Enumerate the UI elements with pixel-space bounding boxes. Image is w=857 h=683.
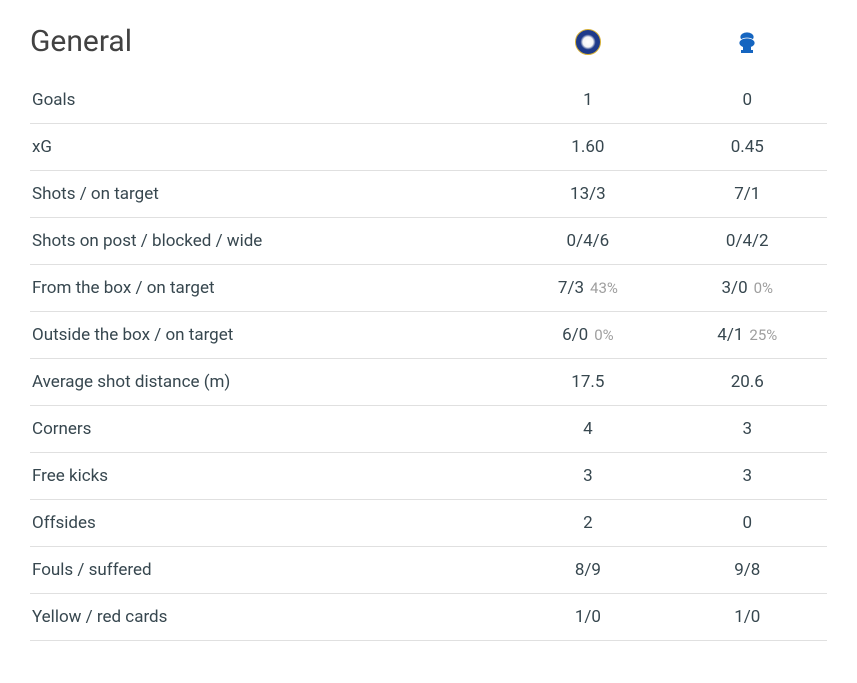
stat-value-main: 3/0	[722, 278, 748, 298]
stat-value-main: 1.60	[571, 137, 604, 157]
stat-value-team-b: 0	[668, 90, 827, 110]
table-row: Shots on post / blocked / wide 0/4/6 0/4/2	[30, 218, 827, 265]
table-row: Yellow / red cards 1/0 1/0	[30, 594, 827, 641]
stat-value-team-b: 3	[668, 419, 827, 439]
stat-value-main: 9/8	[734, 560, 760, 580]
table-row: Outside the box / on target 6/0 0% 4/1 25%	[30, 312, 827, 359]
stat-value-team-b: 20.6	[668, 372, 827, 392]
stat-label: Goals	[30, 90, 508, 110]
stat-value-main: 2	[583, 513, 593, 533]
stat-value-main: 0/4/6	[567, 231, 610, 251]
table-row: Goals 1 0	[30, 77, 827, 124]
stat-value-main: 0	[742, 90, 752, 110]
stat-value-team-b: 7/1	[668, 184, 827, 204]
team-b-crest-icon	[734, 29, 760, 55]
stat-value-team-b: 0.45	[668, 137, 827, 157]
stat-value-main: 3	[742, 466, 752, 486]
stat-label: Shots / on target	[30, 184, 508, 204]
stats-table: Goals 1 0 xG 1.60 0.45 Shots / on target 13/3 7/…	[30, 77, 827, 641]
stat-value-team-b: 9/8	[668, 560, 827, 580]
table-row: Free kicks 3 3	[30, 453, 827, 500]
stat-value-team-a: 17.5	[508, 372, 667, 392]
stat-label: Shots on post / blocked / wide	[30, 231, 508, 251]
stat-label: Offsides	[30, 513, 508, 533]
stat-value-team-b: 3/0 0%	[668, 278, 827, 298]
stat-value-main: 4/1	[717, 325, 743, 345]
stats-header: General	[30, 24, 827, 59]
stat-value-pct: 43%	[590, 279, 618, 297]
stat-value-team-a: 1/0	[508, 607, 667, 627]
team-a-crest-icon	[575, 29, 601, 55]
stat-value-team-a: 7/3 43%	[508, 278, 667, 298]
stat-label: Yellow / red cards	[30, 607, 508, 627]
stat-value-team-b: 1/0	[668, 607, 827, 627]
stat-label: Corners	[30, 419, 508, 439]
section-title: General	[30, 24, 508, 59]
stat-label: Average shot distance (m)	[30, 372, 508, 392]
table-row: Average shot distance (m) 17.5 20.6	[30, 359, 827, 406]
stat-value-team-a: 1.60	[508, 137, 667, 157]
stat-value-main: 13/3	[570, 184, 606, 204]
stat-value-main: 3	[742, 419, 752, 439]
stat-value-main: 7/3	[558, 278, 584, 298]
stat-value-main: 17.5	[571, 372, 604, 392]
stat-value-main: 6/0	[562, 325, 588, 345]
stat-value-team-a: 4	[508, 419, 667, 439]
stat-value-team-a: 8/9	[508, 560, 667, 580]
stat-value-main: 0	[742, 513, 752, 533]
stat-value-main: 0/4/2	[726, 231, 769, 251]
table-row: Corners 4 3	[30, 406, 827, 453]
stat-value-pct: 25%	[749, 326, 777, 344]
stat-value-main: 20.6	[731, 372, 764, 392]
team-b-column-header	[668, 29, 827, 55]
table-row: xG 1.60 0.45	[30, 124, 827, 171]
stat-value-team-a: 1	[508, 90, 667, 110]
stat-value-team-a: 13/3	[508, 184, 667, 204]
stat-value-team-b: 3	[668, 466, 827, 486]
stat-value-team-a: 3	[508, 466, 667, 486]
stat-value-pct: 0%	[754, 279, 773, 297]
stat-value-main: 1/0	[734, 607, 760, 627]
stat-value-main: 8/9	[575, 560, 601, 580]
stat-label: Outside the box / on target	[30, 325, 508, 345]
stat-value-pct: 0%	[594, 326, 613, 344]
stat-value-team-a: 6/0 0%	[508, 325, 667, 345]
stat-value-main: 4	[583, 419, 593, 439]
stat-value-main: 7/1	[734, 184, 760, 204]
stat-value-team-a: 0/4/6	[508, 231, 667, 251]
stat-label: Free kicks	[30, 466, 508, 486]
table-row: Offsides 2 0	[30, 500, 827, 547]
stat-value-team-a: 2	[508, 513, 667, 533]
stat-label: From the box / on target	[30, 278, 508, 298]
stat-value-team-b: 0	[668, 513, 827, 533]
stat-value-team-b: 4/1 25%	[668, 325, 827, 345]
table-row: Shots / on target 13/3 7/1	[30, 171, 827, 218]
table-row: Fouls / suffered 8/9 9/8	[30, 547, 827, 594]
team-a-column-header	[508, 29, 667, 55]
stat-value-main: 1	[583, 90, 593, 110]
stat-label: xG	[30, 137, 508, 157]
table-row: From the box / on target 7/3 43% 3/0 0%	[30, 265, 827, 312]
stat-value-main: 0.45	[731, 137, 764, 157]
stat-value-main: 3	[583, 466, 593, 486]
stat-label: Fouls / suffered	[30, 560, 508, 580]
stat-value-team-b: 0/4/2	[668, 231, 827, 251]
stat-value-main: 1/0	[575, 607, 601, 627]
